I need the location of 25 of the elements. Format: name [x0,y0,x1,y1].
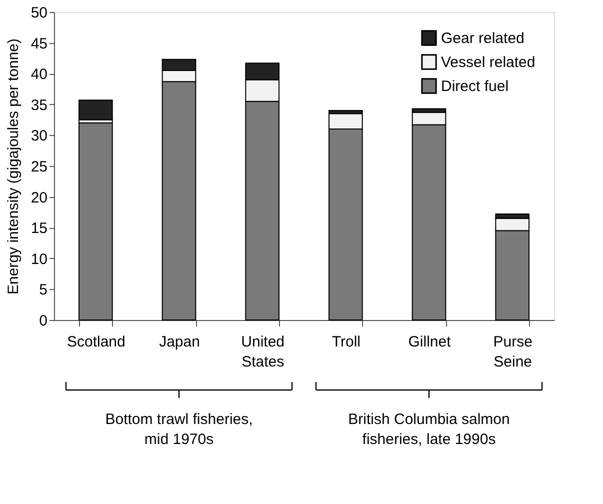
y-tick-label: 10 [30,250,48,268]
y-tick-label: 45 [30,35,48,52]
x-tick-label: Troll [332,334,360,350]
bar [78,122,113,320]
x-tick-label: United States [241,334,285,370]
y-tick-label: 40 [30,66,48,84]
legend-label: Direct fuel [441,78,509,95]
x-tick-label: Purse Seine [493,334,532,370]
y-tick-label: 0 [39,312,48,330]
x-tick-label: Scotland [66,334,126,350]
y-tick-label: 5 [39,282,48,299]
x-tick-label: Gillnet [408,334,452,350]
y-tick-label: 20 [30,189,48,206]
y-tick-label: 50 [30,4,48,22]
x-tick-label: Japan [159,334,200,350]
text: Bottom trawl fisheries, mid 1970s [105,411,253,448]
y-tick-label: 35 [30,96,48,114]
y-tick-label: 30 [30,128,48,145]
legend-label: Vessel related [441,54,536,71]
text: British Columbia salmon fisheries, late 1990s [348,411,510,448]
legend-label: Gear related [441,30,524,47]
bar [78,100,113,120]
y-tick-label: 25 [30,158,48,176]
y-axis-title: Energy intensity (gigajoules per tonne) [4,38,22,294]
y-tick-label: 15 [30,220,48,238]
